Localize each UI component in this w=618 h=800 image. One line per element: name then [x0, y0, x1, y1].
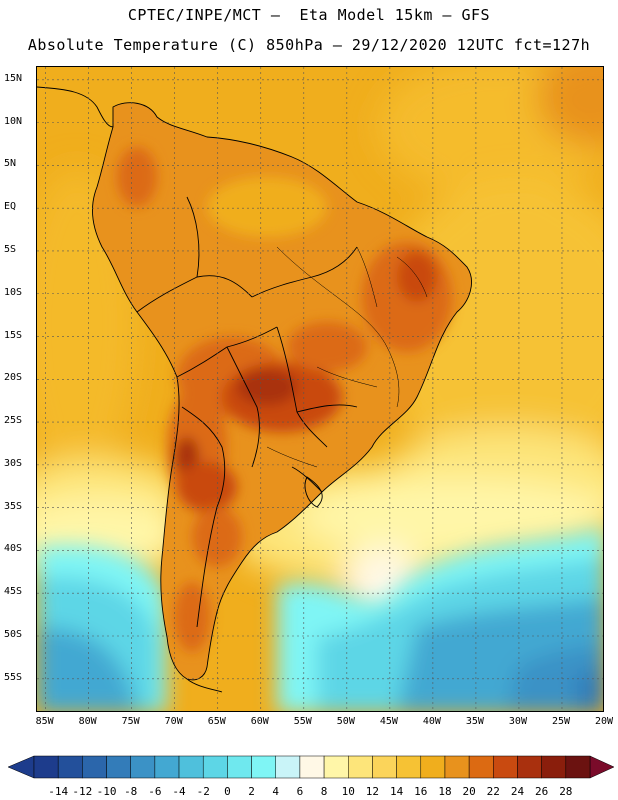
lat-label: 30S — [4, 457, 23, 469]
colorbar-label: 18 — [438, 785, 452, 798]
lon-label: 60W — [250, 716, 269, 727]
colorbar-swatch — [468, 755, 494, 779]
colorbar-swatch — [348, 755, 373, 779]
colorbar-swatch — [444, 755, 470, 779]
colorbar-swatch — [154, 755, 180, 779]
lat-label: EQ — [4, 201, 17, 213]
lat-label: 15N — [4, 72, 23, 84]
lat-label: 50S — [4, 628, 23, 640]
lon-label: 30W — [508, 716, 527, 727]
colorbar-swatch — [565, 755, 591, 779]
lon-label: 40W — [422, 716, 441, 727]
colorbar-swatch — [493, 755, 518, 779]
lon-label: 35W — [465, 716, 484, 727]
colorbar-label: 26 — [535, 785, 549, 798]
lat-label: 5N — [4, 158, 17, 170]
colorbar-swatch — [33, 755, 59, 779]
colorbar-swatch — [541, 755, 567, 779]
temperature-map — [36, 66, 604, 712]
colorbar-label: -2 — [196, 785, 210, 798]
colorbar-swatch — [202, 755, 228, 779]
cold-ocean-south — [37, 527, 603, 711]
lat-label: 20S — [4, 372, 23, 384]
lat-label: 10S — [4, 286, 23, 298]
colorbar-swatch — [420, 755, 446, 779]
lon-label: 50W — [336, 716, 355, 727]
colorbar-label: -6 — [148, 785, 162, 798]
colorbar-swatch — [517, 755, 542, 779]
colorbar-swatch — [106, 755, 131, 779]
colorbar-swatch — [396, 755, 422, 779]
lat-label: 40S — [4, 543, 23, 555]
lon-label: 75W — [121, 716, 140, 727]
colorbar-label: 24 — [510, 785, 525, 798]
colorbar-label: 4 — [272, 785, 280, 798]
colorbar-swatch — [251, 755, 276, 779]
colorbar-label: 22 — [486, 785, 500, 798]
colorbar — [7, 755, 615, 779]
colorbar-label: -12 — [72, 785, 93, 798]
lat-label: 10N — [4, 115, 23, 127]
lat-label: 5S — [4, 243, 17, 255]
colorbar-swatch — [82, 755, 107, 779]
lat-label: 25S — [4, 415, 23, 427]
colorbar-label: 12 — [365, 785, 380, 798]
lon-label: 25W — [551, 716, 570, 727]
lon-label: 55W — [293, 716, 312, 727]
colorbar-label: -4 — [172, 785, 186, 798]
colorbar-label: -14 — [48, 785, 69, 798]
lon-label: 65W — [207, 716, 226, 727]
colorbar-swatch — [323, 755, 349, 779]
map-title-line1: CPTEC/INPE/MCT – Eta Model 15km – GFS — [127, 6, 491, 24]
colorbar-swatch — [299, 755, 325, 779]
colorbar-label: 20 — [462, 785, 476, 798]
colorbar-label: 2 — [248, 785, 255, 798]
lat-label: 15S — [4, 329, 23, 341]
colorbar-label: 16 — [414, 785, 428, 798]
colorbar-label: 28 — [559, 785, 573, 798]
colorbar-label: 14 — [389, 785, 404, 798]
lat-label: 45S — [4, 586, 23, 598]
colorbar-swatch — [57, 755, 83, 779]
colorbar-label: 6 — [296, 785, 304, 798]
colorbar-right-arrow — [589, 755, 615, 779]
colorbar-label: -10 — [96, 785, 117, 798]
lon-label: 80W — [78, 716, 97, 727]
colorbar-label: -8 — [124, 785, 138, 798]
lon-label: 70W — [164, 716, 183, 727]
colorbar-swatch — [178, 755, 204, 779]
colorbar-swatch — [130, 755, 156, 779]
lat-label: 35S — [4, 500, 23, 512]
colorbar-label: 0 — [224, 785, 231, 798]
lon-label: 20W — [594, 716, 614, 727]
map-canvas — [37, 67, 603, 711]
colorbar-label: 10 — [341, 785, 355, 798]
colorbar-swatch — [372, 755, 397, 779]
colorbar-left-arrow — [7, 755, 35, 779]
colorbar-swatch — [275, 755, 301, 779]
lon-label: 45W — [379, 716, 398, 727]
map-title-line2: Absolute Temperature (C) 850hPa – 29/12/… — [27, 36, 591, 54]
lat-label: 55S — [4, 671, 23, 683]
colorbar-label: 8 — [320, 785, 328, 798]
colorbar-swatch — [227, 755, 252, 779]
lon-label: 85W — [35, 716, 54, 727]
